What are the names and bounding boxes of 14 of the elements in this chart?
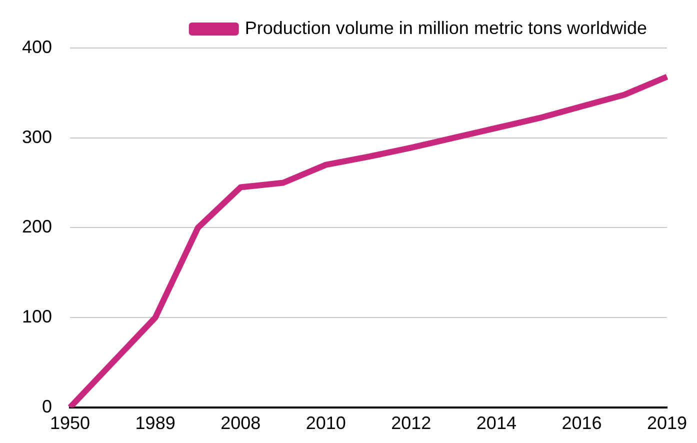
y-tick-label: 400: [22, 36, 52, 57]
y-tick-label: 200: [22, 216, 52, 237]
x-tick-label: 2019: [646, 413, 688, 434]
x-tick-label: 2010: [306, 413, 346, 434]
x-tick-label: 2014: [476, 413, 516, 434]
legend-label: Production volume in million metric tons worldwide: [244, 18, 648, 38]
y-tick-label: 0: [42, 396, 52, 416]
x-tick-label: 2012: [391, 413, 432, 434]
x-tick-label: 2008: [220, 413, 261, 434]
x-tick-label: 1989: [135, 413, 176, 434]
y-tick-label: 100: [22, 306, 52, 327]
y-tick-label: 300: [22, 126, 52, 147]
x-tick-label: 1950: [50, 413, 90, 434]
x-tick-label: 2016: [562, 413, 602, 434]
